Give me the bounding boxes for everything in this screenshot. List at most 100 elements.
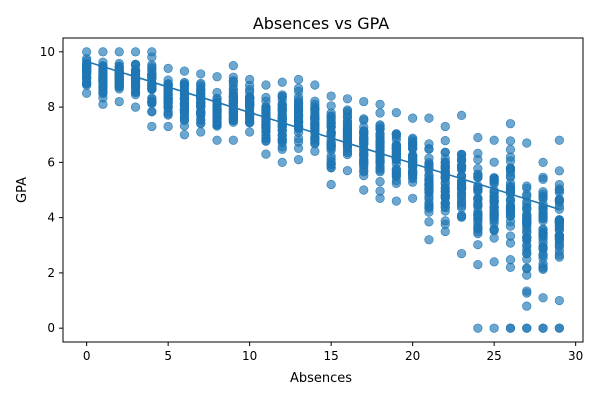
data-point — [261, 92, 271, 103]
data-point — [310, 80, 320, 90]
data-point — [522, 301, 532, 311]
data-point — [522, 181, 532, 191]
data-point — [326, 101, 336, 111]
data-point — [196, 85, 206, 96]
data-point — [473, 154, 483, 165]
data-point — [147, 60, 157, 70]
data-point — [505, 238, 516, 248]
data-point — [293, 83, 304, 93]
data-point — [228, 61, 238, 71]
data-point — [538, 216, 548, 226]
data-point — [147, 107, 157, 117]
y-tick-label: 10 — [40, 45, 55, 59]
data-point — [212, 87, 222, 98]
data-point — [538, 234, 548, 244]
data-point — [261, 80, 271, 90]
data-point — [114, 72, 124, 82]
data-point — [310, 136, 320, 146]
data-point — [98, 47, 108, 57]
data-point — [196, 108, 206, 118]
data-point — [228, 72, 238, 82]
data-point — [147, 121, 157, 132]
data-point — [424, 144, 434, 154]
data-point — [359, 163, 369, 173]
data-point — [538, 259, 548, 269]
x-tick-label: 10 — [242, 349, 257, 363]
data-point — [473, 260, 483, 270]
data-point — [310, 96, 320, 106]
x-tick-label: 25 — [487, 349, 502, 363]
data-point — [114, 47, 124, 57]
data-point — [456, 248, 467, 259]
data-point — [277, 77, 287, 87]
data-point — [538, 157, 548, 167]
data-point — [391, 196, 401, 206]
data-point — [554, 323, 564, 333]
data-point — [489, 174, 499, 184]
data-point — [212, 135, 222, 145]
data-point — [473, 173, 483, 183]
data-point — [245, 127, 255, 137]
data-point — [359, 126, 369, 136]
data-point — [554, 187, 564, 197]
data-point — [375, 108, 385, 118]
data-point — [408, 151, 418, 161]
data-point — [424, 217, 434, 227]
data-point — [326, 139, 336, 149]
data-point — [424, 235, 434, 245]
x-tick-label: 15 — [324, 349, 339, 363]
data-point — [147, 52, 157, 62]
data-point — [505, 255, 516, 265]
data-point — [473, 213, 483, 223]
data-point — [228, 88, 238, 98]
data-point — [473, 224, 483, 234]
data-point — [277, 95, 287, 105]
data-point — [554, 135, 564, 145]
y-tick-label: 0 — [47, 321, 55, 335]
data-point — [163, 107, 173, 117]
data-point — [375, 99, 385, 109]
data-point — [82, 88, 92, 98]
data-point — [342, 94, 353, 104]
data-point — [522, 323, 532, 333]
data-point — [473, 323, 483, 333]
data-point — [408, 193, 418, 203]
data-point — [505, 221, 516, 231]
data-point — [391, 171, 401, 181]
data-point — [147, 96, 157, 106]
data-point — [440, 216, 450, 226]
data-point — [359, 185, 369, 195]
data-point — [326, 113, 336, 123]
data-point — [98, 78, 108, 88]
data-point — [359, 136, 369, 146]
data-point — [522, 286, 532, 296]
data-point — [522, 270, 532, 280]
data-point — [489, 207, 499, 217]
data-point — [375, 157, 385, 168]
data-point — [196, 127, 206, 137]
points-layer — [82, 47, 564, 333]
data-point — [114, 81, 124, 91]
data-point — [489, 218, 499, 228]
data-point — [245, 80, 255, 90]
y-axis-ticks: 0 2 4 6 8 10 — [40, 45, 63, 335]
data-point — [489, 257, 499, 267]
data-point — [440, 157, 450, 167]
data-point — [456, 161, 467, 171]
data-point — [261, 126, 271, 136]
data-point — [163, 63, 173, 73]
data-point — [130, 47, 141, 57]
data-point — [326, 162, 336, 172]
data-point — [424, 113, 434, 123]
data-point — [391, 130, 401, 140]
data-point — [522, 213, 532, 223]
data-point — [522, 227, 532, 237]
data-point — [489, 323, 499, 333]
data-point — [538, 204, 548, 214]
data-point — [505, 172, 516, 182]
x-tick-label: 30 — [568, 349, 583, 363]
data-point — [456, 198, 467, 208]
data-point — [179, 121, 190, 131]
data-point — [130, 59, 141, 70]
